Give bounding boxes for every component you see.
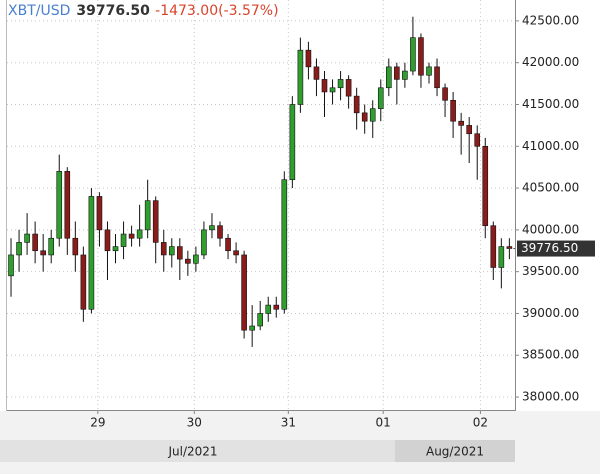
candle-body xyxy=(32,233,38,252)
candle-body xyxy=(426,66,432,76)
candle-body xyxy=(345,79,352,97)
candle-body xyxy=(120,233,127,247)
candle-body xyxy=(24,233,30,243)
y-tick-label: 40500.00 xyxy=(522,181,579,195)
candle-body xyxy=(482,145,489,226)
candle-body xyxy=(104,229,111,252)
y-tick-label: 42000.00 xyxy=(522,55,579,69)
candle-body xyxy=(450,100,456,122)
candle-body xyxy=(144,200,151,231)
candle-body xyxy=(128,233,135,239)
candle-body xyxy=(329,87,336,93)
candle-body xyxy=(369,108,376,122)
y-tick-label: 38000.00 xyxy=(522,390,579,404)
candle-body xyxy=(386,66,392,89)
month-band-current xyxy=(395,440,515,462)
candle-body xyxy=(418,37,424,76)
candle-body xyxy=(466,125,472,135)
candle-body xyxy=(96,196,103,231)
candle-body xyxy=(249,325,255,331)
last-price: 39776.50 xyxy=(76,3,150,19)
candle-body xyxy=(112,246,119,252)
candle-body xyxy=(64,171,71,239)
candle-body xyxy=(377,87,384,109)
candle-body xyxy=(201,229,207,256)
candle-body xyxy=(185,258,191,264)
x-tick-label: 02 xyxy=(473,416,488,430)
candle-body xyxy=(490,225,497,268)
candle-body xyxy=(16,242,22,256)
candle-body xyxy=(88,196,95,310)
candle-body xyxy=(241,254,247,331)
x-tick-label: 30 xyxy=(187,416,202,430)
candle-body xyxy=(321,79,328,93)
candle-body xyxy=(160,242,167,256)
x-tick-label: 31 xyxy=(281,416,296,430)
candle-body xyxy=(442,87,448,101)
candle-body xyxy=(56,171,63,239)
candle-body xyxy=(305,49,312,68)
candle-body xyxy=(8,254,14,277)
candle-body xyxy=(474,133,481,147)
candle-body xyxy=(313,66,320,80)
last-price-label: 39776.50 xyxy=(521,241,578,255)
candle-body xyxy=(80,254,87,310)
candle-body xyxy=(217,225,223,239)
month-band xyxy=(0,440,515,462)
y-tick-label: 41500.00 xyxy=(522,97,579,111)
candle-body xyxy=(265,304,272,314)
candle-body xyxy=(168,246,175,256)
candle-body xyxy=(225,237,231,252)
x-group-label: Aug/2021 xyxy=(426,445,484,459)
candle-body xyxy=(337,79,344,89)
y-tick-label: 38500.00 xyxy=(522,348,579,362)
x-tick-label: 01 xyxy=(376,416,391,430)
candle-body xyxy=(281,179,288,310)
candle-body xyxy=(136,229,143,239)
candle-body xyxy=(209,225,215,231)
candle-body xyxy=(297,49,304,105)
candle-body xyxy=(402,70,408,80)
y-tick-label: 42500.00 xyxy=(522,13,579,27)
candle-body xyxy=(394,66,400,80)
x-group-label: Jul/2021 xyxy=(167,445,217,459)
x-tick-label: 29 xyxy=(90,416,105,430)
candle-body xyxy=(410,37,416,72)
candle-body xyxy=(498,246,505,268)
candle-body xyxy=(72,237,79,256)
candle-body xyxy=(361,112,368,122)
candle-body xyxy=(152,200,159,243)
candle-body xyxy=(193,254,199,264)
candle-body xyxy=(40,250,46,256)
candle-body xyxy=(353,95,360,114)
candle-body xyxy=(233,250,239,256)
candle-body xyxy=(458,120,464,126)
y-tick-label: 40000.00 xyxy=(522,222,579,236)
candle-body xyxy=(273,304,280,310)
candle-body xyxy=(434,66,440,89)
candle-body xyxy=(48,237,55,256)
candle-body xyxy=(289,104,296,181)
y-tick-label: 39500.00 xyxy=(522,264,579,278)
candle-body xyxy=(177,246,183,260)
y-tick-label: 41000.00 xyxy=(522,139,579,153)
symbol: XBT/USD xyxy=(8,3,70,19)
candle-body xyxy=(257,313,263,327)
y-tick-label: 39000.00 xyxy=(522,306,579,320)
last-price-box xyxy=(517,240,595,257)
price-change: -1473.00(-3.57%) xyxy=(155,3,278,19)
